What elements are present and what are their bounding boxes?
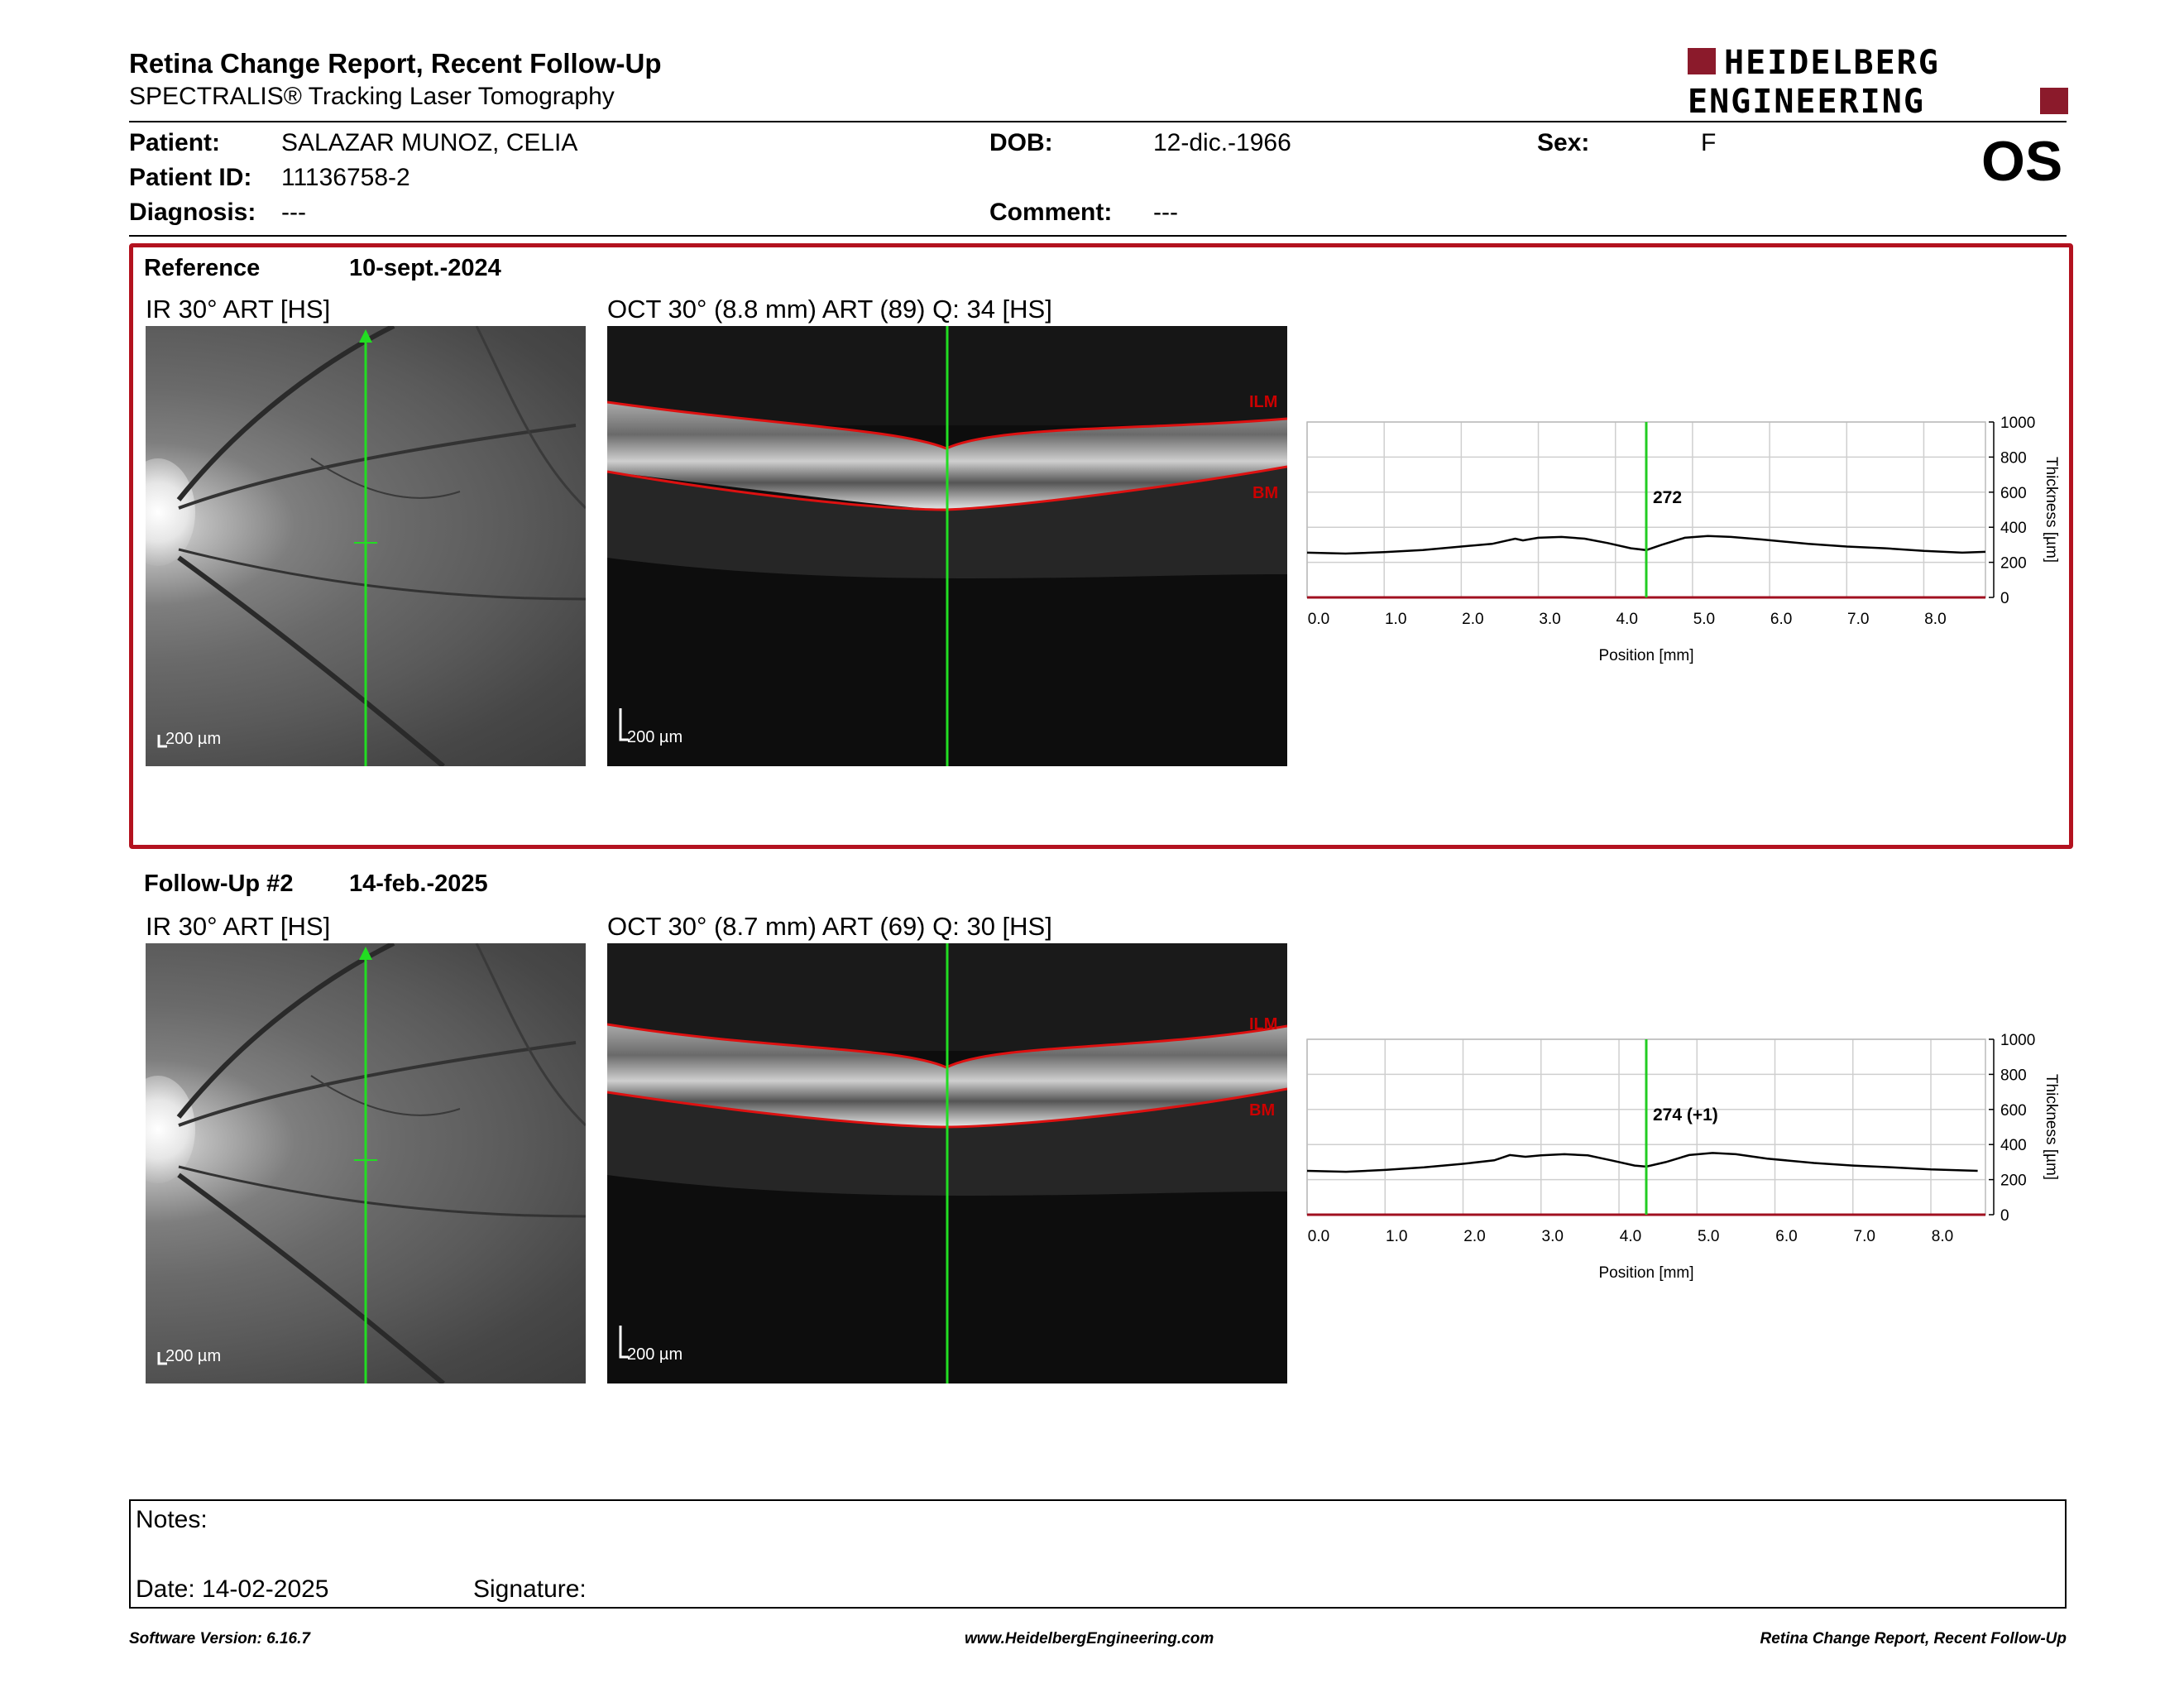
bm-label: BM bbox=[1249, 1101, 1275, 1120]
followup-date: 14-feb.-2025 bbox=[349, 870, 488, 897]
x-axis-label: Position [mm] bbox=[1598, 1264, 1693, 1282]
signature-label: Signature: bbox=[473, 1575, 587, 1603]
marker-value-label: 274 (+1) bbox=[1653, 1105, 1718, 1125]
y-tick-label: 600 bbox=[2000, 485, 2027, 502]
x-tick-label: 6.0 bbox=[1770, 611, 1792, 628]
y-tick-label: 200 bbox=[2000, 1172, 2027, 1190]
reference-thickness-chart: 0 200 400 600 800 1000 Thickness [µm] 0.0 1.0 2.0… bbox=[1306, 415, 2060, 664]
thickness-series-line bbox=[1306, 535, 1986, 555]
comment-label: Comment: bbox=[989, 199, 1113, 226]
reference-frame bbox=[129, 243, 2073, 849]
y-tick-label: 800 bbox=[2000, 1067, 2027, 1084]
ilm-label: ILM bbox=[1249, 1015, 1277, 1033]
x-tick-label: 2.0 bbox=[1463, 1228, 1485, 1245]
x-tick-label: 3.0 bbox=[1539, 611, 1560, 628]
logo-line1: HEIDELBERG bbox=[1724, 46, 1940, 82]
dob-label: DOB: bbox=[989, 129, 1053, 156]
patient-label: Patient: bbox=[129, 129, 221, 156]
x-tick-label: 2.0 bbox=[1462, 611, 1483, 628]
x-tick-label: 1.0 bbox=[1386, 1228, 1407, 1245]
followup-label: Follow-Up #2 bbox=[144, 870, 294, 897]
x-tick-label: 8.0 bbox=[1932, 1228, 1953, 1245]
patient-divider bbox=[129, 235, 2067, 237]
notes-label: Notes: bbox=[136, 1506, 208, 1533]
scan-line bbox=[354, 329, 377, 766]
followup-ir-image[interactable]: 200 µm bbox=[146, 943, 586, 1383]
y-tick-label: 800 bbox=[2000, 449, 2027, 467]
footer-website[interactable]: www.HeidelbergEngineering.com bbox=[965, 1630, 1214, 1647]
x-axis-label: Position [mm] bbox=[1598, 647, 1693, 664]
oct-bscan: ILM BM bbox=[607, 326, 1287, 766]
diagnosis-value: --- bbox=[281, 199, 306, 226]
thickness-series-line bbox=[1306, 1152, 1978, 1173]
patient-id-label: Patient ID: bbox=[129, 164, 252, 191]
ilm-label: ILM bbox=[1249, 393, 1277, 411]
y-axis-label: Thickness [µm] bbox=[2043, 457, 2060, 563]
ir-scale-label: 200 µm bbox=[165, 730, 222, 748]
y-axis-label: Thickness [µm] bbox=[2043, 1074, 2060, 1180]
oct-bscan: ILM BM bbox=[607, 943, 1287, 1383]
notes-box[interactable]: Notes: Date: 14-02-2025 Signature: bbox=[129, 1499, 2067, 1609]
patient-id-value: 11136758-2 bbox=[281, 164, 410, 191]
x-tick-label: 0.0 bbox=[1308, 1228, 1329, 1245]
footer-software-version: Software Version: 6.16.7 bbox=[129, 1630, 310, 1647]
x-tick-label: 3.0 bbox=[1542, 1228, 1564, 1245]
x-tick-label: 7.0 bbox=[1854, 1228, 1875, 1245]
comment-value: --- bbox=[1153, 199, 1178, 226]
reference-oct-title: OCT 30° (8.8 mm) ART (89) Q: 34 [HS] bbox=[607, 295, 1052, 324]
followup-oct-image[interactable]: ILM BM 200 µm bbox=[607, 943, 1287, 1383]
y-tick-label: 0 bbox=[2000, 1207, 2009, 1225]
oct-scale-label: 200 µm bbox=[627, 728, 683, 746]
header-divider bbox=[129, 121, 2067, 122]
heidelberg-logo: HEIDELBERG ENGINEERING bbox=[1688, 46, 2068, 116]
sex-value: F bbox=[1701, 129, 1717, 156]
y-tick-label: 200 bbox=[2000, 555, 2027, 573]
ir-scale-label: 200 µm bbox=[165, 1347, 222, 1365]
x-tick-label: 8.0 bbox=[1924, 611, 1946, 628]
dob-value: 12-dic.-1966 bbox=[1153, 129, 1291, 156]
x-tick-label: 5.0 bbox=[1698, 1228, 1719, 1245]
y-tick-label: 400 bbox=[2000, 1137, 2027, 1154]
date-label: Date: 14-02-2025 bbox=[136, 1575, 329, 1603]
reference-ir-image[interactable]: 200 µm bbox=[146, 326, 586, 766]
oct-scale-label: 200 µm bbox=[627, 1345, 683, 1364]
x-tick-label: 5.0 bbox=[1693, 611, 1715, 628]
x-tick-label: 7.0 bbox=[1847, 611, 1869, 628]
reference-oct-image[interactable]: ILM BM 200 µm bbox=[607, 326, 1287, 766]
followup-ir-title: IR 30° ART [HS] bbox=[146, 912, 331, 941]
x-tick-label: 6.0 bbox=[1775, 1228, 1797, 1245]
sex-label: Sex: bbox=[1537, 129, 1590, 156]
y-tick-label: 0 bbox=[2000, 590, 2009, 607]
y-tick-label: 1000 bbox=[2000, 1032, 2035, 1049]
reference-date: 10-sept.-2024 bbox=[349, 255, 501, 281]
eye-indicator: OS bbox=[1981, 130, 2063, 193]
scan-line bbox=[354, 947, 377, 1383]
followup-oct-title: OCT 30° (8.7 mm) ART (69) Q: 30 [HS] bbox=[607, 912, 1052, 941]
report-subtitle: SPECTRALIS® Tracking Laser Tomography bbox=[129, 83, 615, 110]
bm-label: BM bbox=[1252, 484, 1278, 502]
patient-name: SALAZAR MUNOZ, CELIA bbox=[281, 129, 578, 156]
marker-value-label: 272 bbox=[1653, 488, 1682, 507]
reference-label: Reference bbox=[144, 255, 261, 281]
x-tick-label: 1.0 bbox=[1385, 611, 1406, 628]
reference-ir-title: IR 30° ART [HS] bbox=[146, 295, 331, 324]
ir-scale-bar bbox=[157, 1352, 169, 1369]
footer-report-name: Retina Change Report, Recent Follow-Up bbox=[1760, 1630, 2067, 1647]
y-tick-label: 400 bbox=[2000, 520, 2027, 537]
logo-line2: ENGINEERING bbox=[1688, 83, 1925, 116]
ir-scale-bar bbox=[157, 735, 169, 752]
x-tick-label: 4.0 bbox=[1620, 1228, 1641, 1245]
y-tick-label: 600 bbox=[2000, 1102, 2027, 1120]
followup-thickness-chart: 0 200 400 600 800 1000 Thickness [µm] 0.0 1.0 2.0… bbox=[1306, 1032, 2060, 1282]
report-title: Retina Change Report, Recent Follow-Up bbox=[129, 48, 662, 79]
x-tick-label: 0.0 bbox=[1308, 611, 1329, 628]
y-tick-label: 1000 bbox=[2000, 415, 2035, 432]
x-tick-label: 4.0 bbox=[1616, 611, 1638, 628]
diagnosis-label: Diagnosis: bbox=[129, 199, 256, 226]
